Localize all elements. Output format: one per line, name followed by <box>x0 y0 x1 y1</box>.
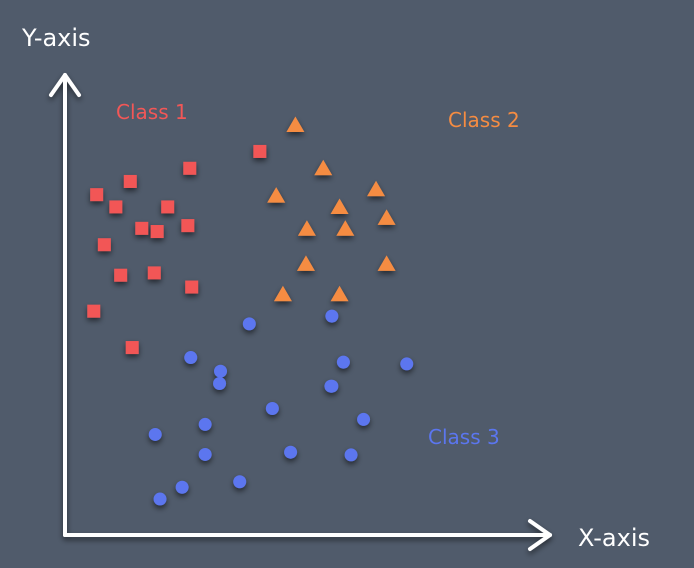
series-1-points <box>87 144 267 355</box>
series-2-point <box>336 220 355 236</box>
series-1-point <box>253 144 267 158</box>
series-1-point <box>135 221 149 235</box>
series-labels: Class 1 Class 2 Class 3 <box>116 100 520 449</box>
series-1-point <box>150 225 164 239</box>
series-3-point <box>400 357 414 371</box>
series-3-point <box>325 309 339 323</box>
series-1-point <box>161 200 175 214</box>
series-3-point <box>148 427 162 441</box>
series-1-point <box>114 268 128 282</box>
series-2-point <box>330 285 349 302</box>
class-3-label: Class 3 <box>428 425 500 449</box>
x-axis-arrowhead <box>528 519 552 551</box>
series-3-point <box>175 480 189 494</box>
series-2-points <box>267 116 396 302</box>
series-1-point <box>97 238 111 252</box>
series-1-point <box>147 266 161 280</box>
series-3-point <box>242 317 256 331</box>
series-3-point <box>265 402 279 416</box>
series-3-point <box>325 379 339 393</box>
series-3-point <box>214 364 228 378</box>
series-3-point <box>336 355 350 369</box>
series-2-point <box>297 220 316 236</box>
series-1-point <box>185 280 199 294</box>
series-1-point <box>183 161 197 175</box>
axes <box>49 73 552 551</box>
series-3-point <box>153 492 167 506</box>
series-2-point <box>377 255 396 271</box>
series-1-point <box>125 341 139 355</box>
series-2-point <box>286 116 305 133</box>
series-3-point <box>198 447 212 461</box>
series-2-point <box>267 187 286 203</box>
class-1-label: Class 1 <box>116 100 188 124</box>
series-3-point <box>184 351 198 365</box>
series-2-point <box>273 285 292 302</box>
series-3-point <box>198 417 212 431</box>
series-3-point <box>357 412 371 426</box>
y-axis-arrowhead <box>49 73 81 97</box>
y-axis-title: Y-axis <box>21 24 91 52</box>
series-3-point <box>233 475 247 489</box>
class-2-label: Class 2 <box>448 108 520 132</box>
series-1-point <box>109 200 123 214</box>
series-2-point <box>377 209 396 225</box>
series-3-points <box>148 309 414 506</box>
series-2-point <box>314 159 333 176</box>
series-1-point <box>90 188 104 202</box>
series-2-point <box>330 198 349 214</box>
series-3-point <box>284 445 298 459</box>
series-3-point <box>213 376 227 390</box>
data-points <box>87 116 414 506</box>
series-2-point <box>296 255 315 271</box>
series-1-point <box>87 304 101 318</box>
x-axis-title: X-axis <box>578 524 650 552</box>
series-1-point <box>181 219 195 233</box>
series-2-point <box>367 180 386 197</box>
series-1-point <box>123 174 137 188</box>
series-3-point <box>344 448 358 462</box>
